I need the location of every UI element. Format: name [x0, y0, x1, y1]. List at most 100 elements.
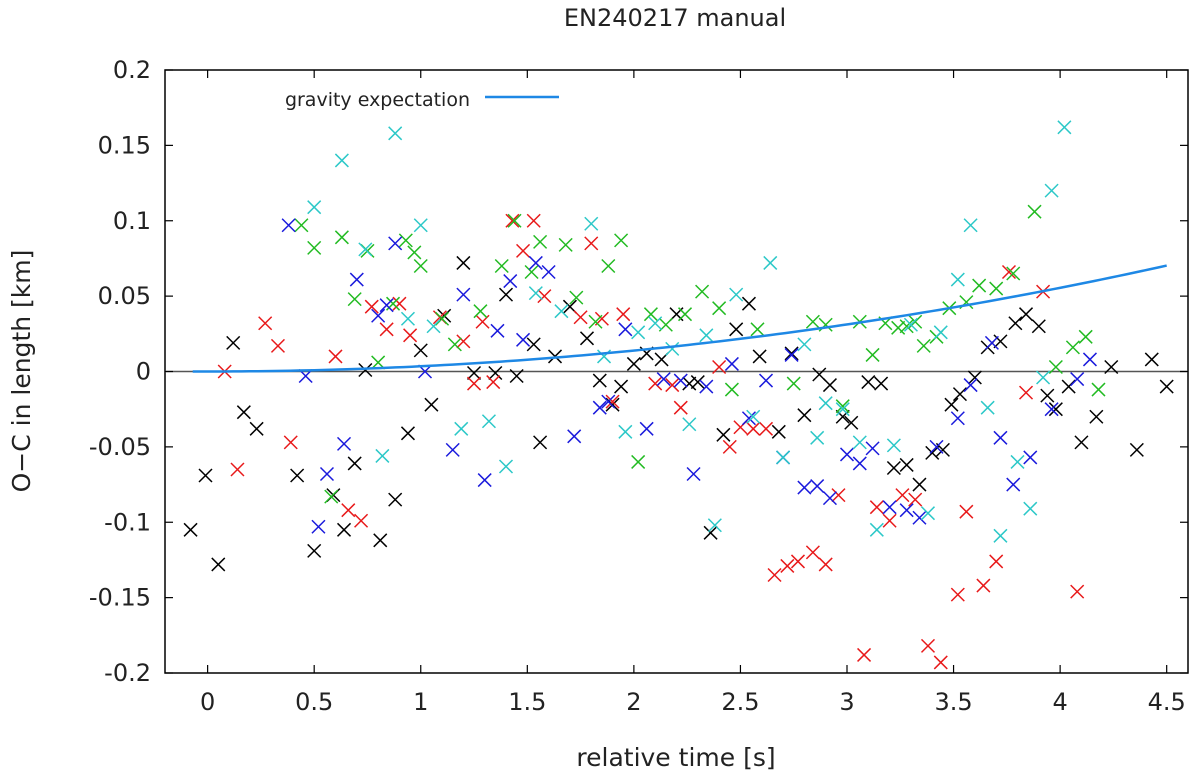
data-point-black: [944, 397, 959, 412]
data-point-blue: [899, 503, 914, 518]
data-point-red: [258, 316, 273, 331]
data-point-blue: [592, 400, 607, 415]
data-point-black: [424, 397, 439, 412]
data-point-black: [467, 365, 482, 381]
data-point-red: [364, 299, 379, 314]
data-point-blue: [1070, 372, 1085, 387]
data-point-green: [1078, 329, 1093, 344]
data-point-green: [1048, 359, 1063, 375]
data-point-blue: [784, 347, 799, 362]
data-point-black: [373, 533, 388, 548]
data-point-blue: [1044, 402, 1059, 417]
data-point-cyan: [852, 435, 867, 450]
y-tick-label: -0.1: [104, 508, 151, 536]
data-point-black: [579, 331, 595, 346]
y-tick-label: 0.05: [98, 282, 151, 310]
data-point-blue: [810, 479, 825, 494]
data-point-black: [925, 445, 940, 460]
data-point-cyan: [584, 216, 599, 231]
data-point-green: [473, 304, 488, 319]
data-point-cyan: [528, 286, 543, 301]
data-point-cyan: [375, 448, 390, 463]
data-point-cyan: [869, 522, 884, 537]
data-point-green: [916, 338, 931, 353]
data-point-blue: [601, 394, 616, 409]
data-point-cyan: [993, 528, 1008, 543]
data-point-red: [665, 378, 680, 393]
data-point-red: [456, 334, 471, 349]
data-point-blue: [541, 264, 556, 280]
data-point-cyan: [631, 325, 646, 340]
data-point-green: [724, 382, 739, 397]
data-point-cyan: [776, 450, 791, 465]
data-point-blue: [528, 255, 543, 270]
data-point-green: [695, 284, 710, 299]
data-point-red: [780, 558, 795, 573]
data-point-green: [533, 234, 548, 249]
data-point-cyan: [388, 126, 403, 141]
data-point-green: [307, 240, 322, 255]
data-point-black: [605, 397, 620, 412]
x-tick-label: 2.5: [721, 688, 759, 716]
data-point-black: [1144, 352, 1159, 367]
data-point-green: [786, 376, 801, 391]
data-point-blue: [639, 421, 654, 436]
data-point-black: [729, 322, 744, 337]
data-point-black: [290, 468, 305, 483]
data-point-cyan: [886, 438, 901, 453]
data-point-cyan: [746, 409, 761, 424]
data-point-green: [507, 213, 522, 228]
data-point-black: [899, 457, 914, 472]
data-point-blue: [477, 473, 492, 488]
data-point-red: [869, 500, 884, 515]
data-point-red: [283, 435, 298, 450]
data-point-black: [226, 335, 241, 350]
data-point-red: [908, 492, 923, 507]
data-point-black: [822, 378, 837, 393]
data-point-green: [865, 347, 880, 362]
legend-label: gravity expectation: [285, 89, 470, 111]
data-point-green: [447, 337, 462, 352]
data-point-red: [270, 338, 285, 353]
data-point-black: [716, 427, 731, 442]
data-point-green: [601, 258, 616, 274]
data-point-cyan: [682, 417, 697, 432]
data-point-black: [526, 337, 541, 352]
y-tick-label: 0.2: [113, 56, 151, 84]
y-tick-label: 0: [136, 358, 151, 386]
data-point-black: [198, 468, 213, 483]
data-point-black: [400, 426, 415, 441]
data-point-blue: [445, 442, 460, 457]
data-point-black: [797, 408, 812, 423]
data-point-black: [703, 525, 718, 540]
data-point-black: [509, 368, 524, 384]
data-point-red: [758, 421, 774, 436]
data-point-cyan: [729, 287, 744, 302]
data-point-black: [682, 376, 697, 391]
data-point-cyan: [413, 218, 428, 233]
data-point-black: [874, 376, 889, 391]
data-point-red: [722, 439, 737, 454]
data-point-black: [592, 373, 607, 388]
legend: gravity expectation: [285, 89, 559, 111]
data-point-cyan: [1057, 120, 1072, 135]
data-point-cyan: [334, 153, 349, 168]
data-point-cyan: [454, 421, 469, 436]
y-tick-label: -0.2: [104, 659, 151, 687]
data-point-black: [413, 343, 428, 358]
data-point-blue: [379, 298, 394, 313]
data-point-red: [584, 236, 599, 251]
data-point-cyan: [835, 402, 850, 417]
data-point-blue: [839, 447, 855, 462]
data-point-green: [413, 258, 428, 274]
data-point-black: [1031, 319, 1046, 334]
data-point-cyan: [707, 518, 722, 533]
data-point-cyan: [933, 325, 948, 340]
data-point-cyan: [903, 317, 918, 332]
data-point-black: [358, 362, 373, 378]
data-point-red: [790, 554, 806, 569]
data-point-green: [805, 314, 820, 329]
data-point-green: [569, 290, 584, 305]
x-tick-label: 3.5: [934, 688, 972, 716]
data-point-blue: [336, 436, 352, 451]
